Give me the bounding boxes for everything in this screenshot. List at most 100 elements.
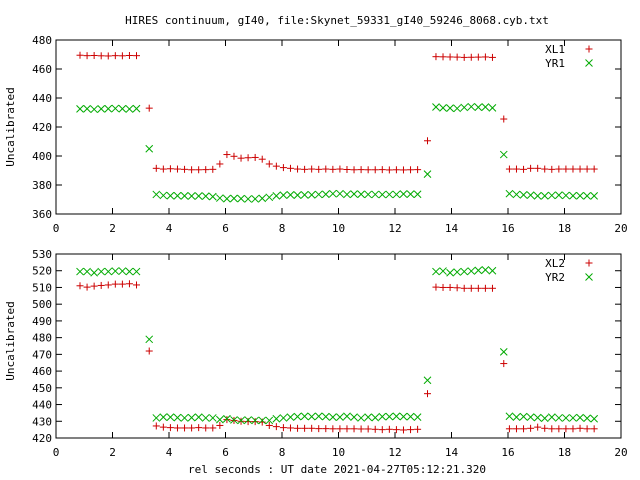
data-point-XL2: [364, 425, 372, 433]
data-point-YR2: [392, 412, 401, 421]
data-point-XL2: [251, 418, 259, 426]
data-point-XL1: [322, 165, 330, 173]
data-point-YR1: [307, 191, 316, 199]
y-tick-label: 470: [32, 348, 52, 361]
data-point-YR1: [336, 189, 344, 198]
data-point-XL1: [209, 165, 217, 173]
y-tick-label: 400: [32, 150, 52, 163]
data-point-XL2: [166, 424, 174, 432]
data-point-XL2: [392, 426, 400, 434]
lower-plot-panel: Uncalibrated 0 2 4 6 8 10 12 14 16 18 20 420 430 440 4…: [4, 248, 628, 459]
data-point-YR2: [132, 267, 141, 276]
x-axis-label: rel seconds : UT date 2021-04-27T05:12:2…: [188, 463, 486, 476]
data-point-XL2: [188, 424, 196, 432]
data-point-YR1: [474, 103, 483, 112]
data-point-XL2: [467, 284, 475, 292]
data-point-YR1: [423, 170, 432, 178]
data-point-XL1: [308, 165, 316, 173]
data-point-YR1: [562, 191, 570, 200]
plot-border: [55, 253, 622, 439]
data-point-YR1: [251, 195, 260, 203]
data-point-YR1: [554, 191, 563, 200]
data-point-YR1: [488, 104, 497, 112]
data-point-XL1: [286, 164, 294, 172]
data-point-XL2: [407, 426, 415, 434]
data-point-YR2: [446, 268, 454, 277]
data-point-YR2: [76, 267, 84, 276]
y-tick-label: 520: [32, 265, 52, 278]
data-point-YR2: [104, 267, 113, 276]
x-tick-label: 4: [166, 222, 173, 235]
data-point-YR1: [357, 190, 365, 199]
data-point-XL1: [202, 166, 210, 174]
x-tick-label: 2: [109, 222, 116, 235]
data-point-YR1: [180, 192, 189, 200]
y-tick-label: 420: [32, 432, 52, 445]
data-point-XL1: [392, 166, 400, 174]
x-tick-label: 10: [332, 222, 345, 235]
data-point-XL2: [322, 425, 330, 433]
data-point-YR1: [512, 190, 521, 199]
data-point-XL2: [576, 424, 584, 432]
data-point-YR1: [244, 195, 252, 203]
data-point-XL2: [125, 280, 133, 288]
data-point-YR1: [481, 103, 490, 111]
data-point-YR1: [104, 104, 113, 113]
data-point-XL1: [301, 165, 309, 173]
upper-data-marks: [76, 51, 599, 203]
chart-title: HIRES continuum, gI40, file:Skynet_59331…: [125, 14, 549, 27]
data-point-XL2: [590, 425, 598, 433]
data-point-YR1: [364, 190, 373, 199]
data-point-XL1: [251, 153, 259, 161]
data-point-YR2: [314, 412, 323, 421]
data-point-YR1: [187, 192, 196, 200]
data-point-XL2: [272, 423, 280, 431]
data-point-YR2: [583, 414, 591, 423]
data-point-YR2: [187, 413, 196, 422]
data-point-XL2: [569, 425, 577, 433]
data-point-YR1: [519, 191, 528, 199]
upper-axis-ticks: 0 2 4 6 8 10 12 14 16 18 20 360 380 400 420 440 460 480: [32, 34, 628, 235]
data-point-YR2: [272, 414, 281, 423]
data-point-XL2: [209, 424, 217, 432]
legend-label-XL2: XL2: [545, 257, 565, 270]
legend-marker-XL2: [585, 259, 593, 267]
data-point-XL2: [173, 424, 181, 432]
data-point-YR1: [76, 105, 84, 113]
data-point-XL1: [414, 166, 422, 174]
data-point-XL2: [583, 425, 591, 433]
data-point-YR1: [118, 104, 127, 113]
data-point-YR1: [439, 104, 447, 112]
x-tick-label: 14: [445, 446, 459, 459]
data-point-XL2: [159, 423, 167, 431]
legend-label-XL1: XL1: [545, 43, 565, 56]
data-point-YR2: [328, 413, 337, 421]
data-point-XL2: [488, 284, 496, 292]
data-point-XL1: [104, 52, 112, 60]
x-tick-label: 18: [558, 446, 571, 459]
data-point-YR2: [300, 412, 309, 421]
data-point-XL2: [371, 425, 379, 433]
data-point-XL1: [378, 166, 386, 174]
data-point-XL2: [541, 424, 549, 432]
data-point-YR1: [453, 104, 462, 113]
data-point-YR2: [97, 267, 106, 276]
data-point-YR2: [562, 414, 570, 422]
data-point-XL1: [576, 165, 584, 173]
data-point-YR2: [364, 413, 373, 421]
x-tick-label: 8: [279, 446, 286, 459]
data-point-XL2: [315, 425, 323, 433]
data-point-XL1: [541, 165, 549, 173]
data-point-YR2: [576, 413, 584, 422]
data-point-XL1: [432, 53, 440, 61]
data-point-XL1: [583, 165, 591, 173]
y-tick-label: 380: [32, 179, 52, 192]
data-point-XL1: [505, 165, 513, 173]
data-point-YR1: [279, 191, 288, 200]
data-point-XL1: [474, 53, 482, 61]
data-point-YR2: [499, 348, 508, 356]
data-point-YR1: [406, 190, 415, 198]
data-point-YR2: [265, 416, 274, 425]
data-point-XL2: [97, 281, 105, 289]
